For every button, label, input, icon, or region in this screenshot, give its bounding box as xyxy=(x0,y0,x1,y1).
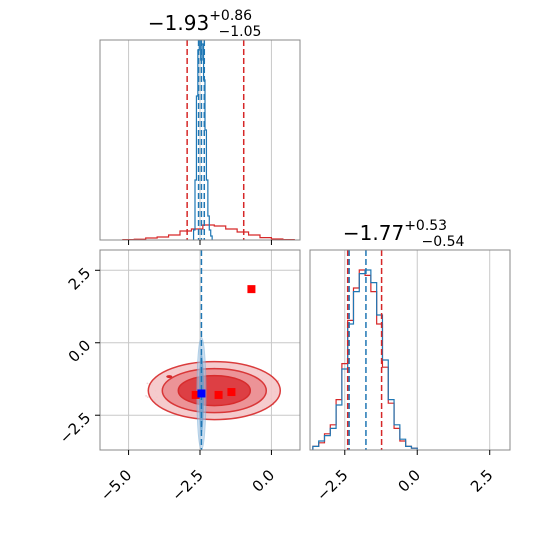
title-hist-1-value: −1.93 xyxy=(148,11,209,35)
tick-label-x-1: 0.0 xyxy=(394,466,424,496)
title-hist-2-upper: +0.53 xyxy=(404,218,447,234)
tick-label-x-0: −5.0 xyxy=(97,466,135,504)
tick-label-x-0: −2.5 xyxy=(313,466,351,504)
truth-marker-4 xyxy=(197,389,206,398)
frame-hist-2 xyxy=(309,249,511,451)
contour-outlier xyxy=(166,375,173,379)
title-hist-1-lower-text: −1.05 xyxy=(219,24,262,40)
grid-hist-1 xyxy=(128,40,272,240)
tick-label-x-1: −2.5 xyxy=(168,466,206,504)
truth-marker-2 xyxy=(214,390,223,399)
truth-marker-0 xyxy=(247,285,256,294)
tick-label-y-0: −2.5 xyxy=(56,409,94,447)
panel-contour: −5.0 −2.5 0.0−2.50.02.5 xyxy=(56,249,301,505)
panel-hist-1: −1.93+0.86 −1.05 xyxy=(99,8,301,245)
title-hist-1-upper: +0.86 xyxy=(209,8,252,24)
scatter-point xyxy=(146,396,149,399)
marks-hist-2 xyxy=(312,250,418,450)
scatter-point xyxy=(145,395,148,397)
ticks-hist-2: −2.5 0.0 2.5 xyxy=(313,450,497,505)
tick-label-y-1: 0.0 xyxy=(65,336,95,366)
truth-marker-1 xyxy=(227,388,236,397)
tick-label-x-2: 0.0 xyxy=(249,466,279,496)
tick-label-x-2: 2.5 xyxy=(467,466,497,496)
title-hist-1: −1.93+0.86 xyxy=(148,8,252,35)
marks-hist-1 xyxy=(122,40,295,240)
hist-series-0 xyxy=(192,40,213,240)
hist-series-0 xyxy=(312,269,418,450)
title-hist-2-value: −1.77 xyxy=(343,221,404,245)
scatter-point xyxy=(146,382,149,385)
hist-series-1 xyxy=(122,224,295,240)
grid-hist-2 xyxy=(344,250,491,450)
ticks-hist-1 xyxy=(128,240,272,245)
marks-contour xyxy=(145,250,282,450)
truth-marker-3 xyxy=(191,390,200,399)
panel-hist-2: −2.5 0.0 2.5 −1.77+0.53 −0.54 xyxy=(309,218,511,505)
tick-label-y-2: 2.5 xyxy=(65,264,95,294)
title-hist-2-lower-text: −0.54 xyxy=(422,234,465,250)
contour-level-2 xyxy=(177,374,252,407)
hist-series-1 xyxy=(312,269,418,450)
title-hist-2: −1.77+0.53 xyxy=(343,218,447,245)
